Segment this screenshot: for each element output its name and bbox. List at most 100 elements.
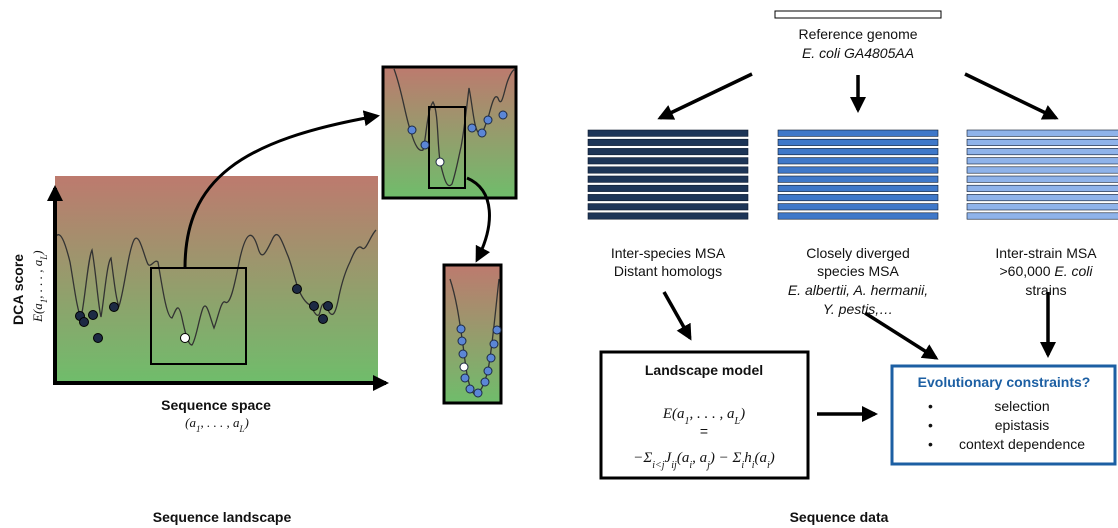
landscape-model-equals: =	[700, 423, 708, 439]
y-axis-formula: E(a1, . . . , aL)	[30, 250, 49, 323]
msa-sequence-row	[966, 157, 1118, 165]
msa-3-bars	[966, 129, 1118, 220]
msa-sequence-row	[587, 157, 749, 165]
landscape-caption: Sequence landscape	[153, 509, 292, 525]
msa-sequence-row	[966, 194, 1118, 202]
zoom-panel-1	[381, 65, 518, 200]
landscape-point-wildtype	[180, 333, 190, 343]
landscape-point	[292, 284, 302, 294]
arrow-to-msa-1	[657, 72, 753, 120]
constraint-bullet: •	[928, 436, 933, 452]
landscape-model-box	[599, 350, 810, 480]
msa-sequence-row	[966, 212, 1118, 220]
constraints-box	[890, 364, 1117, 466]
zoom-panel-1-curve	[393, 68, 516, 187]
msa-1-bars	[587, 129, 749, 220]
msa-sequence-row	[777, 203, 939, 211]
zoom2-point	[483, 366, 493, 376]
landscape-model-title: Landscape model	[645, 362, 763, 378]
msa-sequence-row	[777, 166, 939, 174]
zoom1-point	[467, 123, 477, 133]
msa-sequence-row	[587, 138, 749, 146]
zoom2-point	[456, 324, 466, 334]
zoom2-point-wildtype	[459, 362, 469, 372]
msa-3-line3: strains	[1025, 282, 1066, 298]
constraint-item-selection: selection	[994, 398, 1049, 414]
msa-sequence-row	[587, 129, 749, 137]
arrow-to-msa-3	[964, 72, 1059, 120]
zoom2-point	[473, 388, 483, 398]
msa-sequence-row	[587, 194, 749, 202]
constraint-item-context: context dependence	[959, 436, 1085, 452]
zoom-box-main	[150, 267, 247, 365]
reference-title: Reference genome	[798, 26, 917, 42]
msa-sequence-row	[777, 212, 939, 220]
landscape-model-equation-top: E(a1, . . . , aL)	[662, 406, 745, 427]
zoom2-point	[457, 336, 467, 346]
msa-sequence-row	[966, 166, 1118, 174]
landscape-point	[309, 301, 319, 311]
constraints-list: • selection • epistasis • context depend…	[928, 398, 1085, 452]
msa-sequence-row	[777, 129, 939, 137]
zoom2-point	[458, 349, 468, 359]
msa-sequence-row	[777, 148, 939, 156]
msa-2-line2: species MSA	[817, 263, 899, 279]
zoom2-point	[492, 325, 502, 335]
data-caption: Sequence data	[790, 509, 889, 525]
data-panel: Reference genome E. coli GA4805AA Inter-…	[587, 10, 1118, 525]
reference-genome-bar	[774, 10, 942, 19]
zoom1-point	[477, 128, 487, 138]
msa-sequence-row	[966, 203, 1118, 211]
arrow-msa1-to-model	[662, 291, 692, 341]
msa-3-line2-italic: E. coli	[1054, 263, 1093, 279]
landscape-point	[79, 317, 89, 327]
msa-sequence-row	[587, 148, 749, 156]
zoom1-point	[498, 110, 508, 120]
msa-sequence-row	[777, 175, 939, 183]
zoom-arrow-2	[466, 176, 491, 263]
zoom2-point	[480, 377, 490, 387]
zoom1-point	[407, 125, 417, 135]
landscape-point	[109, 302, 119, 312]
y-axis-title: DCA score	[10, 254, 26, 325]
landscape-point	[88, 310, 98, 320]
constraint-bullet: •	[928, 417, 933, 433]
zoom-panel-2	[442, 263, 503, 405]
x-axis-formula: (a1, . . . , aL)	[185, 415, 249, 434]
landscape-point	[93, 333, 103, 343]
msa-sequence-row	[777, 184, 939, 192]
constraint-bullet: •	[928, 398, 933, 414]
zoom1-point	[420, 140, 430, 150]
msa-3-line1: Inter-strain MSA	[995, 245, 1097, 261]
msa-bars	[587, 129, 1118, 220]
msa-1-line1: Inter-species MSA	[611, 245, 726, 261]
msa-3-line2-prefix: >60,000	[999, 263, 1054, 279]
msa-sequence-row	[587, 212, 749, 220]
landscape-model-equation-bottom: −Σi<jJij(ai, aj) − Σihi(ai)	[633, 450, 775, 471]
zoom-arrow-1	[183, 110, 380, 269]
msa-1-line2: Distant homologs	[614, 263, 722, 279]
constraints-title: Evolutionary constraints?	[918, 374, 1091, 390]
zoom-box-inner	[428, 106, 466, 189]
msa-sequence-row	[966, 129, 1118, 137]
msa-sequence-row	[587, 166, 749, 174]
landscape-background	[55, 176, 378, 383]
msa-sequence-row	[966, 175, 1118, 183]
zoom2-point	[465, 384, 475, 394]
zoom-panel-2-background	[442, 263, 503, 405]
landscape-point	[318, 314, 328, 324]
msa-3-line2: >60,000 E. coli	[999, 263, 1093, 279]
msa-2-line4: Y. pestis,…	[823, 301, 893, 317]
landscape-panel: DCA score E(a1, . . . , aL) Sequence spa…	[10, 176, 389, 525]
constraint-item-epistasis: epistasis	[995, 417, 1049, 433]
msa-sequence-row	[587, 203, 749, 211]
x-axis-title: Sequence space	[161, 397, 271, 413]
arrow-msa2-to-constraints	[864, 311, 939, 360]
zoom-panel-1-background	[381, 65, 518, 200]
msa-sequence-row	[777, 157, 939, 165]
landscape-points	[75, 284, 333, 343]
msa-sequence-row	[966, 184, 1118, 192]
zoom1-point	[483, 115, 493, 125]
msa-2-bars	[777, 129, 939, 220]
